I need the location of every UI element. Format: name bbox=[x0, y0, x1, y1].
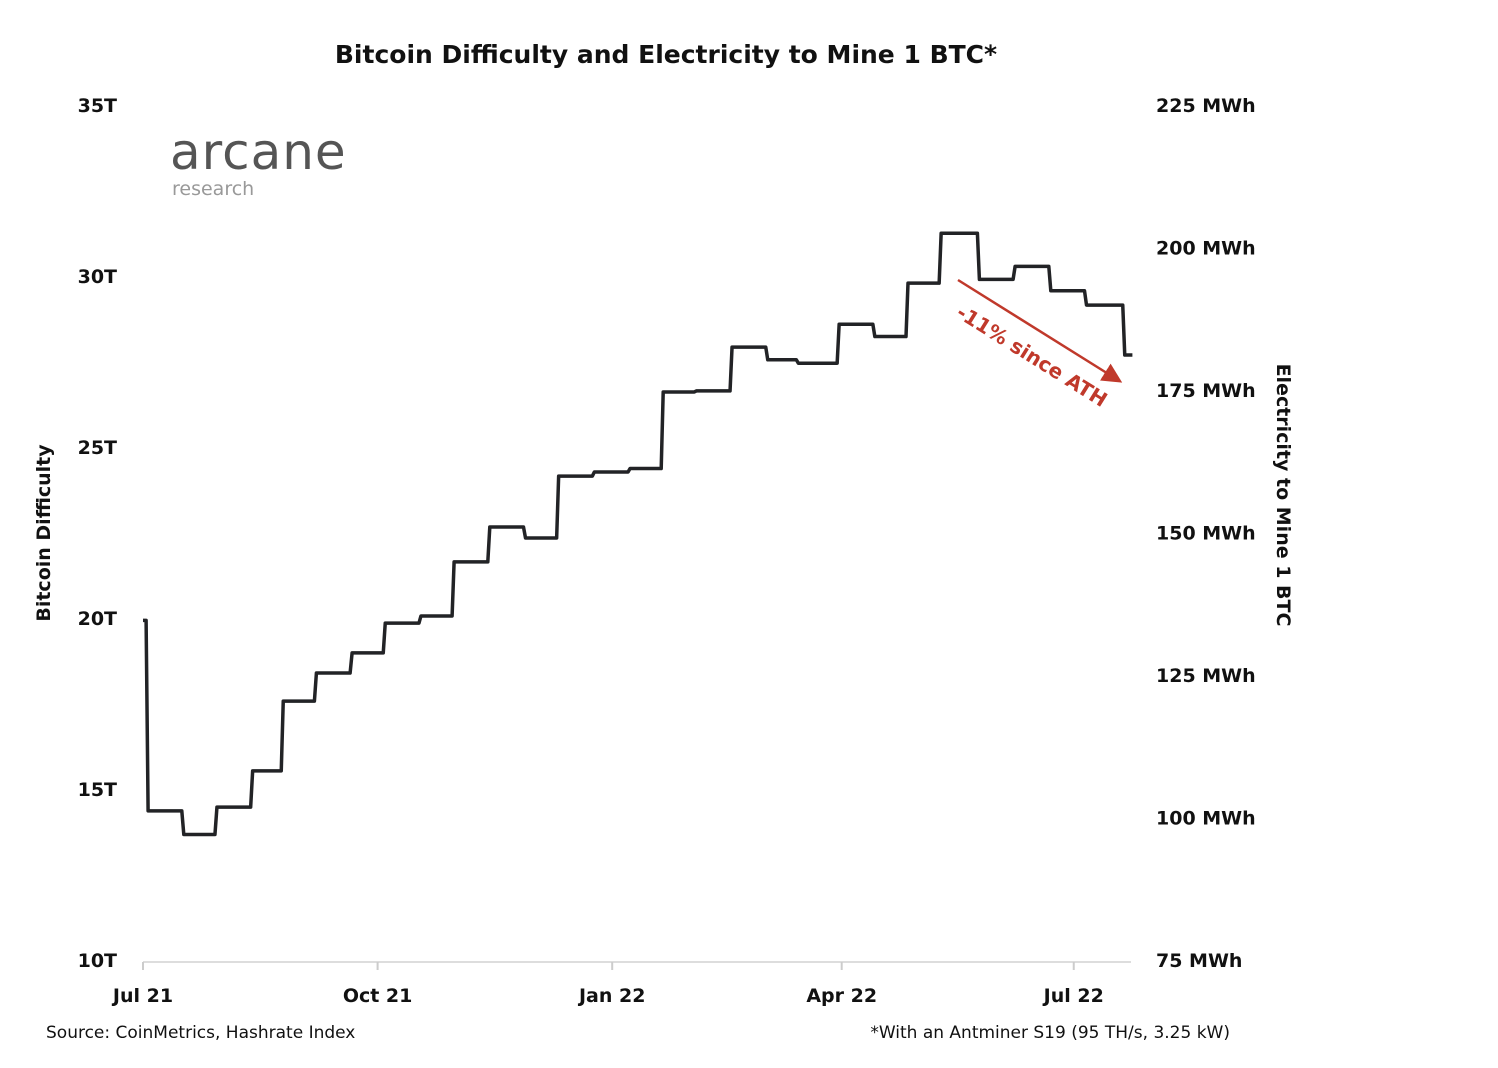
y-tick-label-right: 75 MWh bbox=[1156, 950, 1242, 972]
y-tick-label-right: 125 MWh bbox=[1156, 665, 1256, 687]
y-tick-label-left: 35T bbox=[78, 95, 117, 117]
x-tick-label: Jul 21 bbox=[111, 985, 173, 1007]
y-tick-label-right: 225 MWh bbox=[1156, 95, 1256, 117]
x-tick-label: Apr 22 bbox=[806, 985, 877, 1007]
y-axis-right: 225 MWh 200 MWh 175 MWh 150 MWh 125 MWh 100 M… bbox=[1156, 95, 1256, 972]
annotation-arrow bbox=[957, 278, 1123, 383]
y-tick-label-right: 175 MWh bbox=[1156, 380, 1256, 402]
logo: arcane research bbox=[170, 123, 347, 200]
chart-title: Bitcoin Difficulty and Electricity to Mi… bbox=[335, 40, 997, 69]
x-tick-label: Jul 22 bbox=[1042, 985, 1104, 1007]
y-tick-label-left: 20T bbox=[78, 608, 117, 630]
y-tick-label-right: 150 MWh bbox=[1156, 523, 1256, 545]
difficulty-line bbox=[143, 231, 1133, 837]
y-axis-title-right: Electricity to Mine 1 BTC bbox=[1272, 364, 1294, 627]
annotation-text: -11% since ATH bbox=[952, 300, 1111, 412]
y-axis-title-left: Bitcoin Difficulty bbox=[33, 444, 55, 622]
x-tick-label: Oct 21 bbox=[343, 985, 413, 1007]
y-tick-label-right: 100 MWh bbox=[1156, 808, 1256, 830]
logo-sub: research bbox=[172, 178, 254, 200]
x-axis: Jul 21 Oct 21 Jan 22 Apr 22 Jul 22 bbox=[111, 961, 1131, 1007]
annotation: -11% since ATH bbox=[952, 278, 1123, 412]
source-note: Source: CoinMetrics, Hashrate Index bbox=[46, 1023, 355, 1043]
y-axis-left: 35T 30T 25T 20T 15T 10T bbox=[78, 95, 117, 972]
y-tick-label-left: 25T bbox=[78, 437, 117, 459]
x-tick-label: Jan 22 bbox=[577, 985, 645, 1007]
footnote: *With an Antminer S19 (95 TH/s, 3.25 kW) bbox=[870, 1023, 1230, 1043]
y-tick-label-left: 15T bbox=[78, 779, 117, 801]
y-tick-label-right: 200 MWh bbox=[1156, 238, 1256, 260]
y-tick-label-left: 10T bbox=[78, 950, 117, 972]
logo-name: arcane bbox=[170, 123, 347, 181]
y-tick-label-left: 30T bbox=[78, 266, 117, 288]
